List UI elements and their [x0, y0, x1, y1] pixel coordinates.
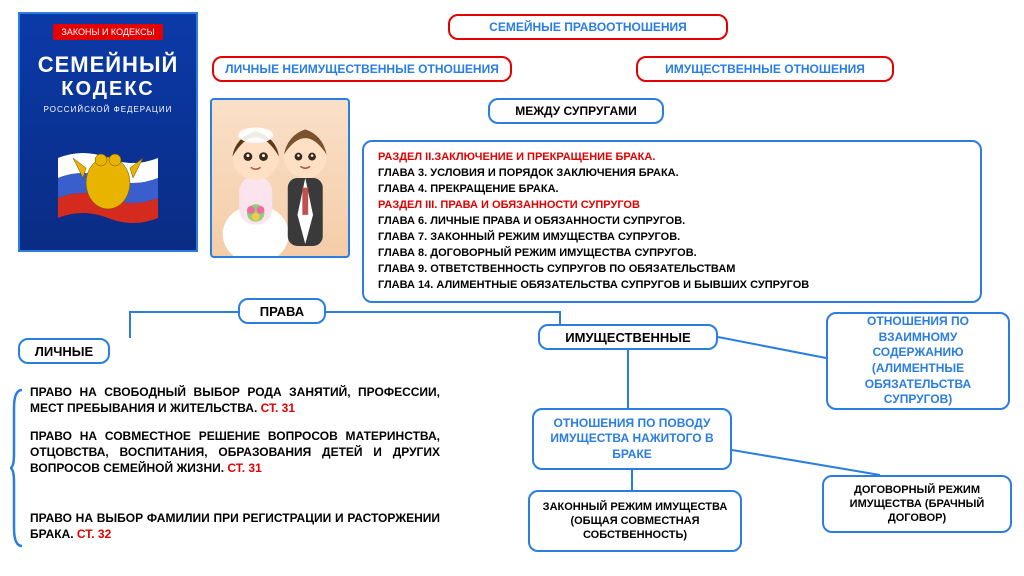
- bracket-icon: [10, 388, 24, 538]
- right-p3: ПРАВО НА ВЫБОР ФАМИЛИИ ПРИ РЕГИСТРАЦИИ И…: [30, 510, 440, 542]
- couple-illustration: [210, 98, 350, 258]
- chapter-g9: ГЛАВА 9. ОТВЕТСТВЕННОСТЬ СУПРУГОВ ПО ОБЯ…: [378, 262, 966, 278]
- right-p1-ref: СТ. 31: [261, 401, 295, 415]
- node-contract-regime: ДОГОВОРНЫЙ РЕЖИМ ИМУЩЕСТВА (БРАЧНЫЙ ДОГО…: [822, 475, 1012, 533]
- node-mutual-support: ОТНОШЕНИЯ ПО ВЗАИМНОМУ СОДЕРЖАНИЮ (АЛИМЕ…: [826, 312, 1010, 410]
- chapter-r2: РАЗДЕЛ II.ЗАКЛЮЧЕНИЕ И ПРЕКРАЩЕНИЕ БРАКА…: [378, 150, 966, 166]
- right-p1-text: ПРАВО НА СВОБОДНЫЙ ВЫБОР РОДА ЗАНЯТИЙ, П…: [30, 385, 440, 415]
- node-acquired-property: ОТНОШЕНИЯ ПО ПОВОДУ ИМУЩЕСТВА НАЖИТОГО В…: [532, 408, 732, 470]
- node-personal-relations: ЛИЧНЫЕ НЕИМУЩЕСТВЕННЫЕ ОТНОШЕНИЯ: [212, 56, 512, 82]
- chapter-g7: ГЛАВА 7. ЗАКОННЫЙ РЕЖИМ ИМУЩЕСТВА СУПРУГ…: [378, 230, 966, 246]
- node-legal-regime: ЗАКОННЫЙ РЕЖИМ ИМУЩЕСТВА (ОБЩАЯ СОВМЕСТН…: [528, 490, 742, 552]
- node-family-relations: СЕМЕЙНЫЕ ПРАВООТНОШЕНИЯ: [448, 14, 728, 40]
- book-subtitle: РОССИЙСКОЙ ФЕДЕРАЦИИ: [26, 105, 190, 114]
- chapter-g6: ГЛАВА 6. ЛИЧНЫЕ ПРАВА И ОБЯЗАННОСТИ СУПР…: [378, 214, 966, 230]
- chapters-panel: РАЗДЕЛ II.ЗАКЛЮЧЕНИЕ И ПРЕКРАЩЕНИЕ БРАКА…: [362, 140, 982, 303]
- right-p3-ref: СТ. 32: [77, 527, 111, 541]
- chapter-g8: ГЛАВА 8. ДОГОВОРНЫЙ РЕЖИМ ИМУЩЕСТВА СУПР…: [378, 246, 966, 262]
- right-p1: ПРАВО НА СВОБОДНЫЙ ВЫБОР РОДА ЗАНЯТИЙ, П…: [30, 384, 440, 416]
- node-rights: ПРАВА: [238, 298, 326, 324]
- emblem-icon: [26, 128, 190, 233]
- right-p2-ref: СТ. 31: [227, 461, 261, 475]
- book-title-2: КОДЕКС: [26, 78, 190, 101]
- node-property-rights: ИМУЩЕСТВЕННЫЕ: [538, 324, 718, 350]
- book-title-1: СЕМЕЙНЫЙ: [26, 52, 190, 78]
- right-p2: ПРАВО НА СОВМЕСТНОЕ РЕШЕНИЕ ВОПРОСОВ МАТ…: [30, 428, 440, 477]
- book-laws-label: ЗАКОНЫ И КОДЕКСЫ: [53, 24, 162, 40]
- book-cover: ЗАКОНЫ И КОДЕКСЫ СЕМЕЙНЫЙ КОДЕКС РОССИЙС…: [18, 12, 198, 252]
- node-property-relations: ИМУЩЕСТВЕННЫЕ ОТНОШЕНИЯ: [636, 56, 894, 82]
- chapter-g4: ГЛАВА 4. ПРЕКРАЩЕНИЕ БРАКА.: [378, 182, 966, 198]
- chapter-g3: ГЛАВА 3. УСЛОВИЯ И ПОРЯДОК ЗАКЛЮЧЕНИЯ БР…: [378, 166, 966, 182]
- chapter-r3: РАЗДЕЛ III. ПРАВА И ОБЯЗАННОСТИ СУПРУГОВ: [378, 198, 966, 214]
- chapter-g14: ГЛАВА 14. АЛИМЕНТНЫЕ ОБЯЗАТЕЛЬСТВА СУПРУ…: [378, 278, 966, 294]
- node-between-spouses: МЕЖДУ СУПРУГАМИ: [488, 98, 664, 124]
- node-personal-rights: ЛИЧНЫЕ: [18, 338, 110, 364]
